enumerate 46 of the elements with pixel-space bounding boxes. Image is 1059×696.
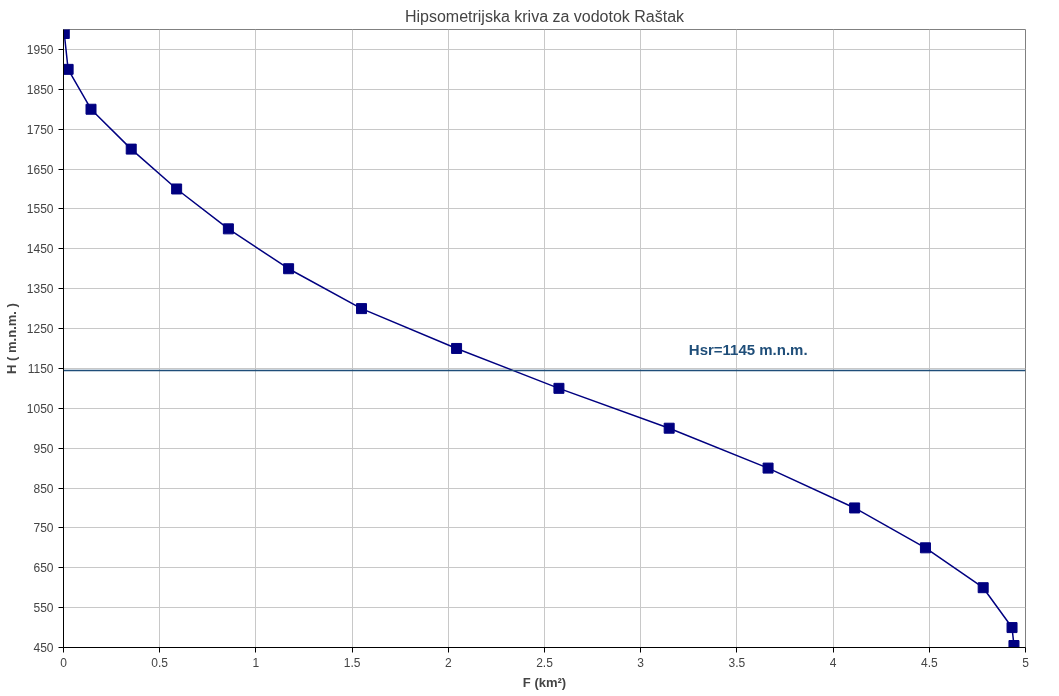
x-tick-label: 5 xyxy=(1022,655,1030,670)
x-tick-label: 4 xyxy=(829,655,837,670)
y-tick-label: 1850 xyxy=(26,82,54,97)
ref-line-label: Hsr=1145 m.n.m. xyxy=(688,341,808,359)
chart-title: Hipsometrijska kriva za vodotok Raštak xyxy=(404,7,686,25)
y-tick-label: 1150 xyxy=(27,361,54,376)
y-tick-label: 1750 xyxy=(26,122,54,137)
point xyxy=(919,542,931,554)
x-tick-label: 1 xyxy=(252,655,260,670)
x-tick-label: 0.5 xyxy=(151,655,169,670)
y-tick-label: 650 xyxy=(33,561,54,576)
y-tick-label: 850 xyxy=(33,481,54,496)
point xyxy=(171,183,183,195)
y-tick-label: 750 xyxy=(33,521,54,536)
point xyxy=(762,462,774,474)
point xyxy=(85,103,97,115)
y-tick-label: 1650 xyxy=(26,162,54,177)
point xyxy=(222,223,234,235)
x-axis-title: F (km²) xyxy=(522,674,567,690)
y-tick-label: 450 xyxy=(33,641,54,655)
y-tick-label: 550 xyxy=(33,601,54,616)
x-tick-label: 1.5 xyxy=(343,655,361,670)
y-axis-title: H ( m.n.m. ) xyxy=(3,303,19,374)
y-tick-label: 950 xyxy=(33,441,54,456)
x-tick-label: 4.5 xyxy=(920,655,938,670)
x-tick-label: 2 xyxy=(444,655,452,670)
y-tick-label: 1350 xyxy=(26,282,54,297)
y-tick-label: 1450 xyxy=(26,242,54,257)
point xyxy=(977,582,989,594)
point xyxy=(63,63,74,75)
y-tick-label: 1550 xyxy=(26,202,54,217)
point xyxy=(553,382,565,394)
point xyxy=(1006,622,1018,634)
point xyxy=(451,342,463,354)
x-tick-label: 3.5 xyxy=(728,655,746,670)
y-tick-label: 1050 xyxy=(26,401,54,416)
y-tick-label: 1250 xyxy=(26,322,54,337)
x-tick-label: 3 xyxy=(637,655,645,670)
x-tick-label: 2.5 xyxy=(536,655,554,670)
point xyxy=(125,143,137,155)
point xyxy=(356,303,368,315)
point xyxy=(849,502,861,514)
point xyxy=(663,422,675,434)
x-tick-label: 0 xyxy=(60,655,68,670)
y-tick-label: 1950 xyxy=(26,42,54,57)
point xyxy=(283,263,295,275)
